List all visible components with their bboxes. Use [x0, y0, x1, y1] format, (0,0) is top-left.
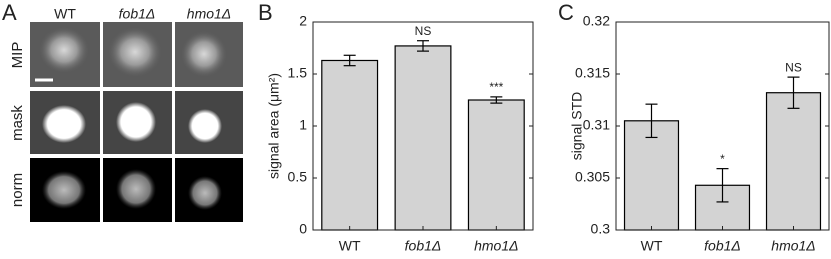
y-tick-label: 0.31 — [583, 117, 610, 133]
cell — [38, 26, 90, 74]
panel-label: C — [558, 0, 574, 25]
column-label: hmo1Δ — [187, 6, 231, 22]
x-tick-label: hmo1Δ — [474, 238, 518, 254]
mask — [188, 109, 222, 143]
cell — [180, 30, 228, 78]
bar — [321, 59, 379, 231]
annotation: * — [720, 152, 725, 166]
panel-label: B — [258, 0, 273, 25]
x-tick-label: fob1Δ — [405, 238, 442, 254]
norm-cell — [42, 171, 86, 209]
x-tick-label: hmo1Δ — [771, 238, 815, 254]
x-tick-label: WT — [339, 238, 361, 254]
x-tick-label: fob1Δ — [704, 238, 741, 254]
panel-label: A — [2, 0, 17, 25]
image-grid — [30, 22, 243, 222]
bar — [467, 99, 525, 231]
row-label: mask — [9, 105, 26, 141]
column-label: WT — [54, 6, 76, 22]
y-tick-label: 0 — [299, 221, 307, 237]
bar — [623, 120, 680, 231]
cell — [107, 26, 163, 78]
bar — [394, 45, 452, 231]
annotation: NS — [785, 60, 802, 74]
row-label: norm — [9, 173, 26, 207]
y-tick-label: 1 — [299, 117, 307, 133]
y-axis-label: signal STD — [569, 92, 585, 160]
y-tick-label: 0.3 — [591, 221, 611, 237]
axes-box — [615, 21, 830, 231]
y-axis-label: signal area (μm²) — [266, 73, 282, 179]
column-label: fob1Δ — [119, 6, 156, 22]
mask — [116, 102, 156, 142]
mask — [42, 105, 86, 143]
y-tick-label: 1.5 — [288, 65, 308, 81]
y-tick-label: 2 — [299, 13, 307, 29]
norm-cell — [116, 169, 156, 209]
annotation: *** — [489, 80, 503, 94]
y-tick-label: 0.315 — [575, 65, 610, 81]
axes-box — [312, 21, 534, 231]
y-tick-label: 0.32 — [583, 13, 610, 29]
bar — [765, 92, 822, 231]
row-label: MIP — [9, 42, 26, 69]
y-tick-label: 0.305 — [575, 169, 610, 185]
norm-cell — [188, 176, 222, 210]
x-tick-label: WT — [641, 238, 663, 254]
y-tick-label: 0.5 — [288, 169, 308, 185]
annotation: NS — [415, 24, 432, 38]
